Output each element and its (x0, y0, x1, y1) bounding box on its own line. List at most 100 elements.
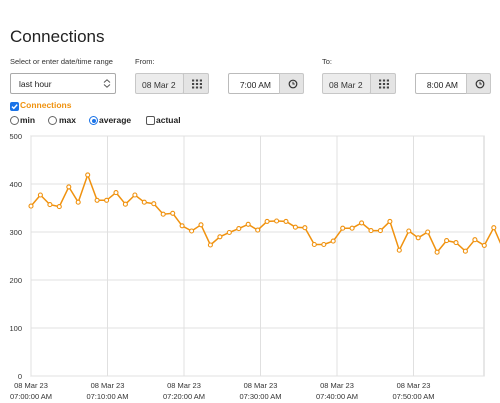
data-point (189, 228, 195, 234)
x-tick-label-time: 07:10:00 AM (86, 392, 128, 401)
data-point (226, 229, 232, 236)
data-point (245, 221, 251, 227)
min-radio[interactable] (10, 116, 19, 125)
clock-icon (475, 79, 485, 89)
data-point (56, 204, 62, 210)
x-tick-label-date: 08 Mar 23 (14, 381, 48, 390)
data-point (462, 248, 468, 254)
x-tick-label-time: 07:30:00 AM (239, 392, 281, 401)
data-point (481, 242, 487, 248)
page-title: Connections (10, 27, 105, 46)
data-point (396, 247, 402, 253)
plot-frame (30, 135, 485, 377)
to-calendar-button[interactable] (370, 73, 396, 94)
average-label[interactable]: average (99, 115, 132, 125)
from-label: From: (135, 57, 155, 66)
x-tick-label-time: 07:00:00 AM (10, 392, 52, 401)
y-tick-label: 400 (9, 180, 22, 189)
data-point (104, 197, 110, 203)
y-tick-label: 500 (9, 132, 22, 141)
data-point (302, 225, 308, 231)
data-point (264, 218, 270, 224)
x-tick-label-date: 08 Mar 23 (244, 381, 278, 390)
data-point (491, 225, 497, 231)
y-tick-label: 300 (9, 228, 22, 237)
data-point (66, 184, 72, 190)
checkmark-icon (11, 104, 18, 110)
data-point (444, 238, 450, 244)
actual-label[interactable]: actual (156, 115, 181, 125)
data-point (292, 224, 298, 230)
data-point (406, 228, 412, 234)
data-point (207, 242, 213, 248)
data-point (453, 240, 459, 246)
data-point (359, 220, 365, 226)
data-point (47, 202, 53, 208)
max-label[interactable]: max (59, 115, 77, 125)
clock-icon (288, 79, 298, 89)
range-select-value: last hour (19, 79, 52, 89)
from-calendar-button[interactable] (183, 73, 209, 94)
data-point (151, 201, 157, 207)
data-point (255, 227, 261, 233)
data-point (179, 223, 185, 229)
data-point (94, 197, 100, 203)
range-select[interactable]: last hour (10, 73, 116, 94)
x-tick-label-date: 08 Mar 23 (91, 381, 125, 390)
to-label: To: (322, 57, 333, 66)
data-point (349, 225, 355, 231)
data-point (75, 199, 81, 205)
series-line (30, 172, 500, 254)
min-label[interactable]: min (20, 115, 36, 125)
data-point (321, 241, 327, 248)
to-time-field[interactable]: 8:00 AM (415, 73, 467, 94)
to-date-field[interactable]: 08 Mar 2 (322, 73, 371, 94)
data-point (377, 228, 383, 234)
data-point (330, 238, 336, 244)
x-tick-label-date: 08 Mar 23 (320, 381, 354, 390)
data-point (198, 222, 204, 228)
data-point (368, 228, 374, 234)
connections-checkbox[interactable] (10, 102, 19, 111)
data-point (85, 172, 91, 178)
x-tick-label-date: 08 Mar 23 (397, 381, 431, 390)
data-point (472, 237, 478, 243)
x-tick-label-date: 08 Mar 23 (167, 381, 201, 390)
data-point (132, 192, 138, 198)
data-point (283, 218, 289, 224)
max-radio[interactable] (48, 116, 57, 125)
data-point (217, 234, 223, 240)
x-tick-label-time: 07:20:00 AM (163, 392, 205, 401)
y-tick-label: 200 (9, 276, 22, 285)
data-point (170, 210, 176, 216)
x-tick-label-time: 07:50:00 AM (392, 392, 434, 401)
from-date-field[interactable]: 08 Mar 2 (135, 73, 184, 94)
select-caret-icon (103, 79, 111, 88)
data-point (160, 211, 166, 217)
data-point (387, 218, 393, 224)
from-time-field[interactable]: 7:00 AM (228, 73, 280, 94)
data-point (340, 225, 346, 231)
data-point (425, 229, 431, 235)
data-point (113, 190, 119, 196)
calendar-grid-icon (192, 79, 202, 89)
data-point (434, 249, 440, 255)
data-point (122, 201, 128, 207)
calendar-grid-icon (379, 79, 389, 89)
to-clock-button[interactable] (466, 73, 491, 94)
data-point (141, 199, 147, 205)
y-tick-label: 100 (9, 324, 22, 333)
range-label: Select or enter date/time range (10, 57, 113, 66)
data-point (311, 241, 317, 248)
x-tick-label-time: 07:40:00 AM (316, 392, 358, 401)
data-point (37, 192, 43, 198)
average-radio[interactable] (89, 116, 98, 125)
data-point (415, 235, 421, 241)
from-clock-button[interactable] (279, 73, 304, 94)
y-tick-label: 0 (18, 372, 22, 381)
actual-checkbox[interactable] (146, 116, 155, 125)
connections-series-label[interactable]: Connections (20, 100, 72, 110)
data-point (236, 226, 242, 232)
data-point (28, 203, 34, 209)
data-point (274, 218, 280, 224)
